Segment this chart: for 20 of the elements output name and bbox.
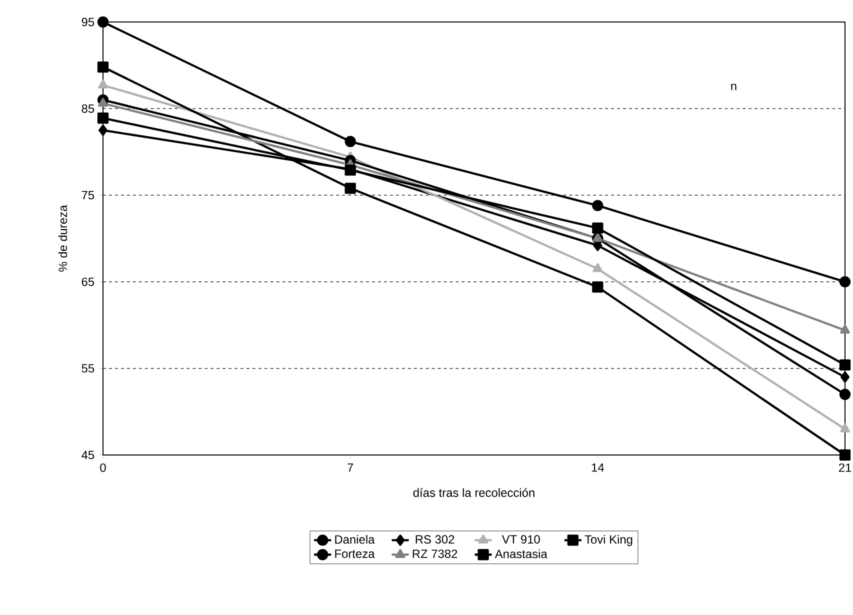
x-tick-label: 14: [592, 463, 604, 472]
legend-label: Tovi King: [584, 534, 632, 546]
legend-label: Anastasia: [494, 549, 548, 558]
y-tick-label: 75: [82, 191, 94, 200]
x-tick-label: 21: [838, 463, 852, 472]
x-axis-title: días tras la recolección: [413, 488, 534, 497]
y-tick-label: 65: [82, 278, 94, 286]
y-tick-label: 85: [82, 104, 94, 113]
y-tick-label: 45: [82, 450, 94, 460]
legend-label: RS 302: [416, 535, 454, 544]
legend-label: Forteza: [335, 550, 375, 558]
legend-label: VT 910: [502, 535, 540, 544]
y-tick-label: 55: [82, 364, 94, 373]
y-tick-label: 95: [82, 18, 94, 26]
y-axis-title: % de dureza: [58, 204, 68, 272]
legend-label: RZ 7382: [412, 550, 458, 558]
x-tick-label: 0: [100, 463, 106, 472]
x-tick-label: 7: [348, 463, 354, 472]
annotation: n: [731, 84, 736, 90]
legend-label: Daniela: [335, 534, 375, 544]
